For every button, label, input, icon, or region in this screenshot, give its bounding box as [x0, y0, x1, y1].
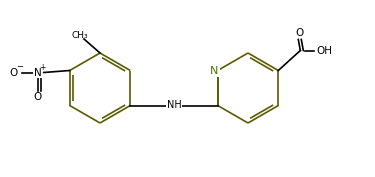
Text: N: N	[34, 67, 42, 78]
Text: NH: NH	[166, 101, 182, 110]
Text: +: +	[39, 63, 46, 72]
Text: −: −	[16, 62, 23, 71]
Text: O: O	[34, 93, 42, 102]
Text: N: N	[210, 65, 218, 76]
Text: O: O	[10, 67, 18, 78]
Text: OH: OH	[316, 45, 332, 56]
Text: CH₃: CH₃	[72, 30, 88, 39]
Text: O: O	[295, 27, 303, 38]
